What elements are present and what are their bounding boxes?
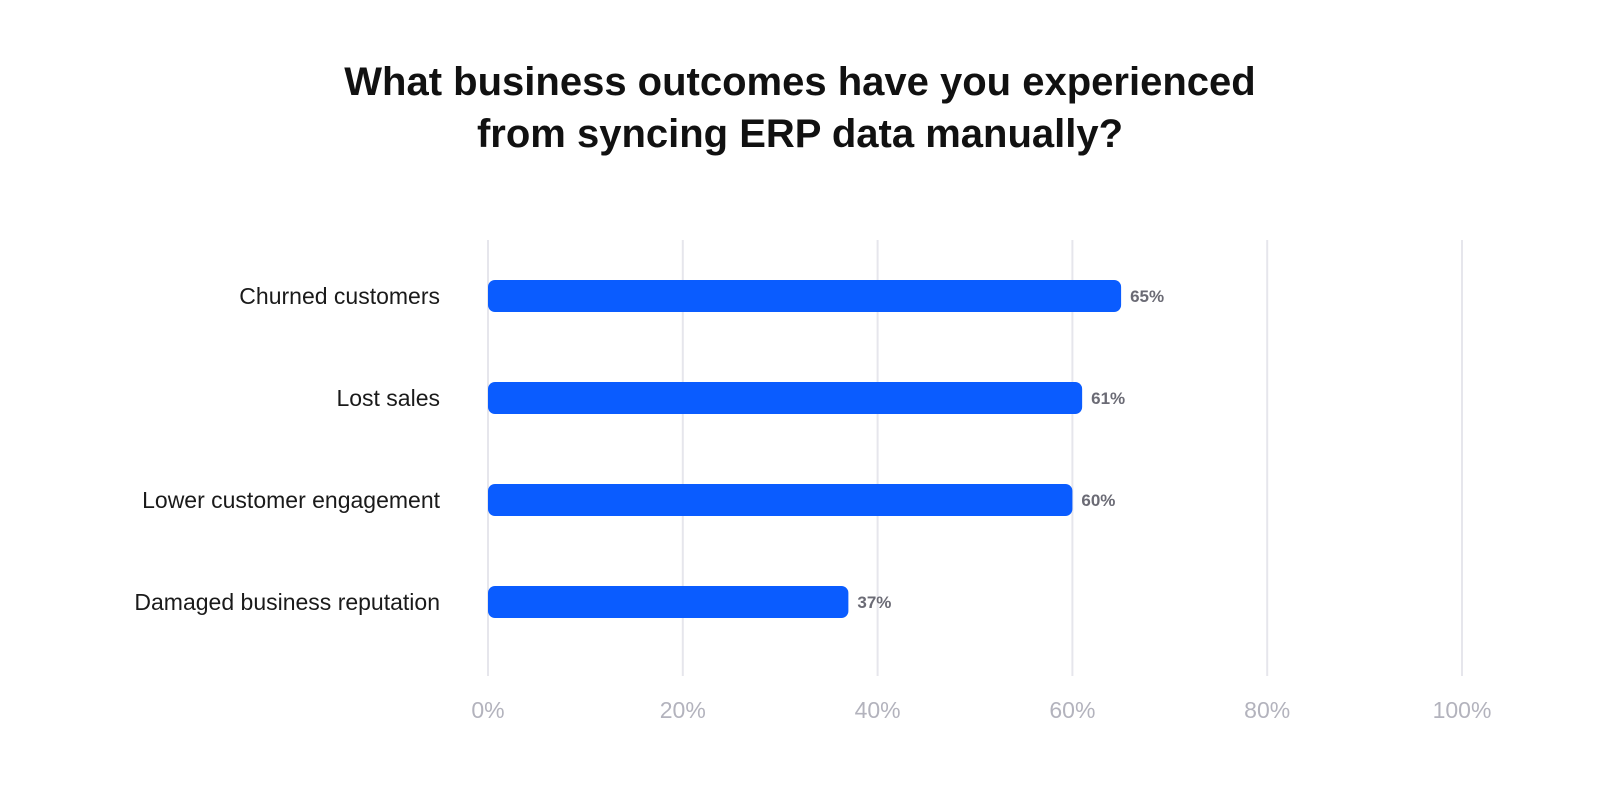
chart-title-line-2: from syncing ERP data manually? [476,112,1124,156]
value-label: 37% [857,593,891,612]
category-label: Damaged business reputation [134,589,440,615]
x-tick-label: 100% [1433,697,1492,723]
x-tick-label: 60% [1049,697,1095,723]
x-tick-label: 0% [471,697,504,723]
gridlines [487,240,1463,676]
chart-title: What business outcomes have you experien… [0,56,1600,160]
bar [488,586,849,618]
x-tick-label: 20% [660,697,706,723]
category-label: Churned customers [239,283,440,309]
bar [488,484,1073,516]
bar [488,280,1122,312]
value-label: 65% [1130,287,1164,306]
value-label: 61% [1091,389,1125,408]
x-tick-label: 40% [855,697,901,723]
bar [488,382,1083,414]
category-labels: Churned customers Lost sales Lower custome… [134,283,440,615]
x-tick-label: 80% [1244,697,1290,723]
chart-title-line-1: What business outcomes have you experien… [344,60,1256,104]
x-axis-tick-labels: 0% 20% 40% 60% 80% 100% [471,697,1491,723]
category-label: Lost sales [336,385,440,411]
bars [488,280,1122,618]
category-label: Lower customer engagement [142,487,440,513]
value-labels: 65% 61% 60% 37% [857,287,1164,612]
value-label: 60% [1081,491,1115,510]
